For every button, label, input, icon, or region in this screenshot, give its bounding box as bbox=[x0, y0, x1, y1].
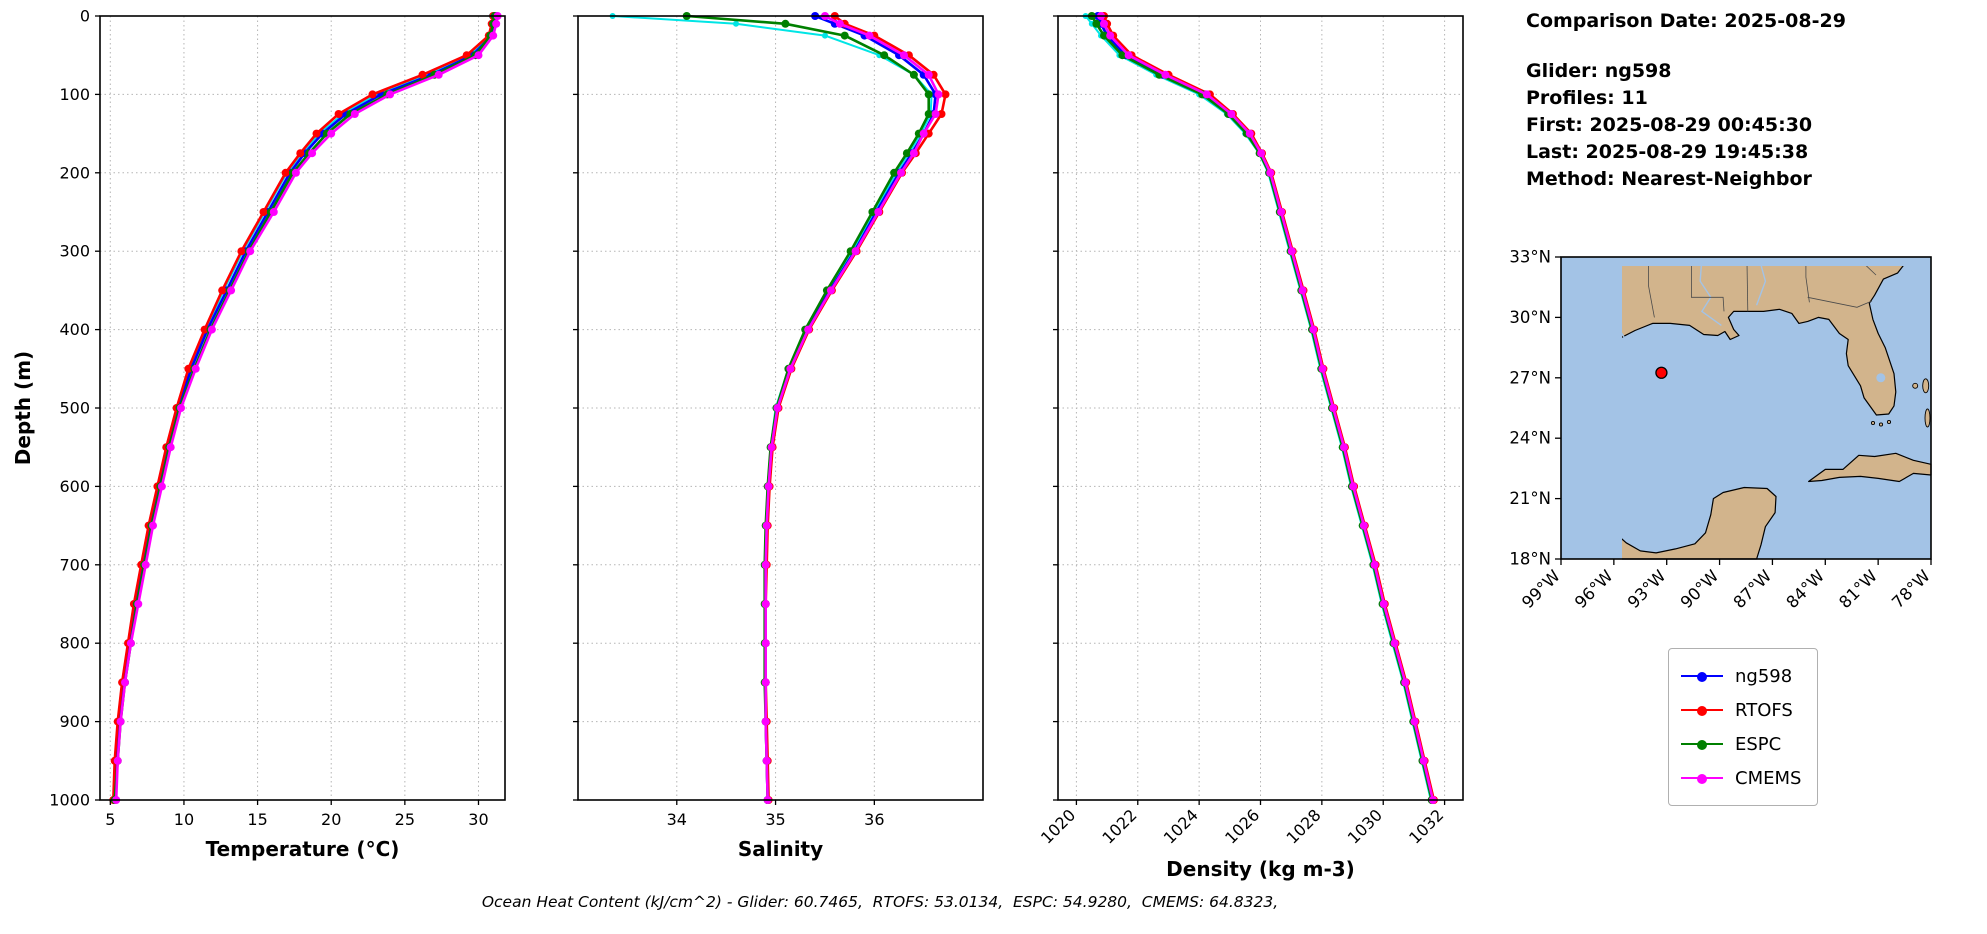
density-profile-chart: 1020 1022 1024 1026 1028 1030 1032 Density (kg … bbox=[1038, 12, 1464, 881]
legend-line-sample bbox=[1681, 672, 1723, 682]
svg-text:1030: 1030 bbox=[1344, 805, 1386, 847]
svg-text:600: 600 bbox=[59, 477, 90, 496]
last-profile-text: Last: 2025-08-29 19:45:38 bbox=[1526, 141, 1809, 163]
gulf-of-mexico-map: 33°N 30°N 27°N 24°N 21°N 18°N99°W 96°W 93°W 90°W… bbox=[1509, 248, 1934, 612]
map-tick-marks bbox=[1555, 256, 1932, 565]
svg-text:81°W: 81°W bbox=[1835, 566, 1881, 612]
svg-text:300: 300 bbox=[59, 242, 90, 261]
legend-item-espc: ESPC bbox=[1681, 727, 1801, 761]
temperature-profile-chart: 5 10 15 20 25 3001002003004005006007008009001… bbox=[11, 7, 506, 861]
svg-text:10: 10 bbox=[174, 810, 194, 829]
svg-text:27°N: 27°N bbox=[1509, 368, 1551, 387]
svg-text:30°N: 30°N bbox=[1509, 308, 1551, 327]
first-profile-text: First: 2025-08-29 00:45:30 bbox=[1526, 114, 1813, 136]
svg-text:1032: 1032 bbox=[1405, 805, 1447, 847]
series-ng598 bbox=[110, 12, 501, 804]
series-CMEMS bbox=[1097, 12, 1437, 804]
svg-text:21°N: 21°N bbox=[1509, 489, 1551, 508]
legend-label: RTOFS bbox=[1735, 699, 1793, 721]
legend-marker-dot bbox=[1697, 672, 1707, 682]
svg-text:1024: 1024 bbox=[1160, 805, 1202, 847]
svg-text:25: 25 bbox=[395, 810, 415, 829]
info-panel: Comparison Date: 2025-08-29 Glider: ng59… bbox=[1526, 10, 1846, 193]
svg-text:100: 100 bbox=[59, 85, 90, 104]
svg-text:400: 400 bbox=[59, 320, 90, 339]
svg-text:1028: 1028 bbox=[1282, 805, 1324, 847]
legend-marker-dot bbox=[1697, 740, 1707, 750]
lake-okeechobee bbox=[1876, 373, 1886, 383]
legend-item-cmems: CMEMS bbox=[1681, 761, 1801, 795]
x-axis-label: Temperature (°C) bbox=[206, 837, 400, 861]
legend-marker-dot bbox=[1697, 706, 1707, 716]
svg-text:84°W: 84°W bbox=[1782, 566, 1828, 612]
svg-text:30: 30 bbox=[468, 810, 488, 829]
map-land-group bbox=[1622, 266, 1932, 560]
series-CMEMS bbox=[112, 12, 502, 804]
x-axis-label: Salinity bbox=[738, 837, 823, 861]
axis-tick-marks bbox=[573, 15, 875, 805]
svg-text:0: 0 bbox=[80, 7, 90, 26]
x-axis-label: Density (kg m-3) bbox=[1166, 857, 1355, 881]
legend-line-sample bbox=[1681, 740, 1723, 750]
svg-text:35: 35 bbox=[765, 810, 785, 829]
legend-item-ng598: ng598 bbox=[1681, 659, 1801, 693]
legend-line-sample bbox=[1681, 706, 1723, 716]
svg-text:1022: 1022 bbox=[1098, 805, 1140, 847]
method-text: Method: Nearest-Neighbor bbox=[1526, 168, 1812, 190]
svg-text:78°W: 78°W bbox=[1888, 566, 1934, 612]
legend-marker-dot bbox=[1697, 774, 1707, 784]
comparison-date-text: Comparison Date: 2025-08-29 bbox=[1526, 10, 1846, 32]
legend-line-sample bbox=[1681, 774, 1723, 784]
svg-text:200: 200 bbox=[59, 163, 90, 182]
legend-label: ESPC bbox=[1735, 733, 1782, 755]
svg-text:1026: 1026 bbox=[1221, 805, 1263, 847]
tick-labels: 1020 1022 1024 1026 1028 1030 1032 bbox=[1038, 805, 1447, 847]
svg-text:700: 700 bbox=[59, 555, 90, 574]
svg-text:87°W: 87°W bbox=[1730, 566, 1776, 612]
svg-text:20: 20 bbox=[321, 810, 341, 829]
svg-text:900: 900 bbox=[59, 712, 90, 731]
chart-legend: ng598 RTOFS ESPC CMEMS bbox=[1668, 648, 1819, 806]
svg-text:1020: 1020 bbox=[1038, 805, 1079, 847]
y-axis-label: Depth (m) bbox=[11, 351, 35, 465]
svg-text:99°W: 99°W bbox=[1518, 566, 1564, 612]
small-islands bbox=[1870, 378, 1931, 428]
map-frame bbox=[1560, 256, 1932, 560]
svg-text:5: 5 bbox=[105, 810, 115, 829]
salinity-profile-chart: 34 35 36 Salinity bbox=[573, 12, 984, 861]
svg-text:18°N: 18°N bbox=[1509, 550, 1551, 569]
glider-location-marker bbox=[1655, 366, 1668, 379]
svg-text:90°W: 90°W bbox=[1677, 566, 1723, 612]
svg-text:1000: 1000 bbox=[49, 791, 90, 810]
grid-lines bbox=[100, 15, 505, 801]
axis-tick-marks bbox=[1053, 15, 1446, 805]
svg-text:500: 500 bbox=[59, 399, 90, 418]
svg-text:36: 36 bbox=[864, 810, 884, 829]
svg-text:800: 800 bbox=[59, 634, 90, 653]
svg-text:93°W: 93°W bbox=[1624, 566, 1670, 612]
svg-text:96°W: 96°W bbox=[1571, 566, 1617, 612]
tick-labels: 5 10 15 20 25 3001002003004005006007008009001… bbox=[49, 7, 488, 830]
svg-text:15: 15 bbox=[247, 810, 267, 829]
ocean-heat-content-text: Ocean Heat Content (kJ/cm^2) - Glider: 6… bbox=[481, 893, 1279, 911]
svg-text:33°N: 33°N bbox=[1509, 248, 1551, 267]
series-ng598 bbox=[761, 12, 940, 804]
legend-item-rtofs: RTOFS bbox=[1681, 693, 1801, 727]
state-borders bbox=[1648, 266, 1877, 318]
legend-label: CMEMS bbox=[1735, 767, 1802, 789]
series-CMEMS bbox=[761, 12, 943, 804]
svg-text:24°N: 24°N bbox=[1509, 429, 1551, 448]
svg-text:34: 34 bbox=[667, 810, 687, 829]
tick-labels: 34 35 36 bbox=[667, 810, 885, 829]
axis-tick-marks bbox=[95, 15, 480, 805]
profiles-count-text: Profiles: 11 bbox=[1526, 87, 1648, 109]
legend-label: ng598 bbox=[1735, 665, 1793, 687]
glider-name-text: Glider: ng598 bbox=[1526, 60, 1672, 82]
